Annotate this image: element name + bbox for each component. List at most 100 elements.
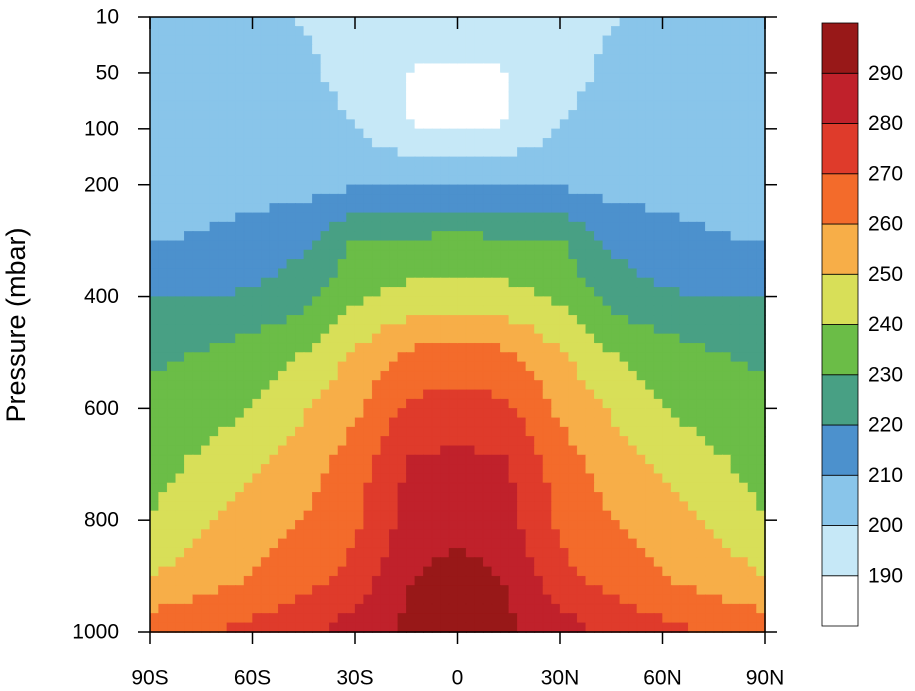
contour-cell	[414, 426, 425, 438]
contour-cell	[235, 72, 245, 83]
contour-cell	[534, 184, 544, 195]
contour-cell	[747, 277, 758, 288]
contour-cell	[611, 72, 621, 83]
contour-cell	[277, 110, 288, 121]
contour-cell	[192, 249, 202, 261]
contour-cell	[218, 370, 228, 382]
contour-cell	[158, 398, 168, 410]
contour-cell	[440, 296, 450, 307]
contour-cell	[628, 54, 638, 65]
contour-cell	[149, 417, 160, 428]
contour-cell	[260, 603, 271, 615]
contour-cell	[653, 454, 664, 466]
contour-cell	[696, 566, 706, 577]
contour-cell	[243, 72, 254, 83]
contour-cell	[423, 482, 433, 493]
contour-cell	[670, 352, 681, 363]
contour-cell	[226, 324, 237, 335]
contour-cell	[235, 44, 245, 56]
contour-cell	[594, 398, 604, 410]
contour-cell	[500, 594, 510, 605]
contour-cell	[696, 240, 706, 251]
contour-cell	[354, 137, 365, 149]
contour-cell	[653, 249, 664, 261]
contour-cell	[756, 231, 766, 242]
contour-cell	[201, 221, 211, 233]
y-tick-label: 800	[84, 509, 119, 532]
contour-cell	[747, 35, 758, 46]
contour-cell	[722, 622, 732, 633]
contour-cell	[423, 259, 433, 270]
contour-cell	[474, 380, 484, 391]
contour-cell	[517, 342, 527, 354]
contour-cell	[730, 212, 741, 223]
contour-cell	[277, 398, 288, 410]
contour-cell	[705, 510, 715, 521]
contour-cell	[602, 91, 612, 102]
contour-cell	[320, 315, 331, 326]
contour-cell	[722, 212, 732, 223]
contour-cell	[226, 445, 237, 456]
contour-cell	[371, 63, 382, 74]
contour-cell	[226, 585, 237, 596]
contour-cell	[662, 613, 672, 624]
contour-cell	[457, 492, 467, 503]
contour-cell	[440, 54, 450, 65]
contour-cell	[329, 156, 339, 167]
contour-cell	[645, 26, 655, 37]
contour-cell	[679, 119, 689, 130]
contour-cell	[517, 54, 527, 65]
contour-cell	[423, 91, 433, 102]
contour-cell	[602, 603, 612, 615]
contour-cell	[320, 137, 331, 149]
contour-cell	[653, 389, 664, 400]
contour-cell	[653, 464, 664, 475]
contour-cell	[636, 482, 647, 493]
contour-cell	[576, 184, 587, 195]
contour-cell	[491, 492, 501, 503]
contour-cell	[371, 398, 382, 410]
contour-cell	[594, 305, 604, 316]
contour-cell	[260, 529, 271, 540]
contour-cell	[277, 82, 288, 93]
contour-cell	[653, 82, 664, 93]
contour-cell	[645, 287, 655, 298]
contour-cell	[696, 510, 706, 521]
contour-cell	[371, 305, 382, 316]
contour-cell	[670, 557, 681, 568]
contour-cell	[175, 445, 185, 456]
contour-cell	[474, 333, 484, 344]
contour-cell	[243, 212, 254, 223]
contour-cell	[184, 63, 194, 74]
contour-cell	[243, 54, 254, 65]
contour-cell	[611, 184, 621, 195]
contour-cell	[252, 44, 262, 56]
contour-cell	[184, 249, 194, 261]
contour-cell	[568, 529, 578, 540]
contour-cell	[243, 231, 254, 242]
contour-cell	[619, 184, 630, 195]
contour-cell	[568, 26, 578, 37]
contour-cell	[756, 16, 766, 28]
contour-cell	[380, 352, 390, 363]
contour-cell	[371, 622, 382, 633]
contour-cell	[696, 482, 706, 493]
contour-cell	[585, 492, 595, 503]
contour-cell	[431, 287, 442, 298]
contour-cell	[423, 240, 433, 251]
contour-cell	[320, 82, 331, 93]
contour-cell	[158, 380, 168, 391]
contour-cell	[277, 259, 288, 270]
contour-cell	[525, 324, 536, 335]
contour-cell	[448, 259, 459, 270]
contour-cell	[337, 510, 348, 521]
contour-cell	[295, 110, 305, 121]
contour-cell	[295, 119, 305, 130]
contour-cell	[687, 398, 698, 410]
contour-cell	[406, 277, 416, 288]
contour-cell	[500, 165, 510, 177]
contour-cell	[346, 147, 356, 158]
contour-cell	[295, 296, 305, 307]
contour-cell	[269, 119, 279, 130]
contour-cell	[389, 613, 399, 624]
